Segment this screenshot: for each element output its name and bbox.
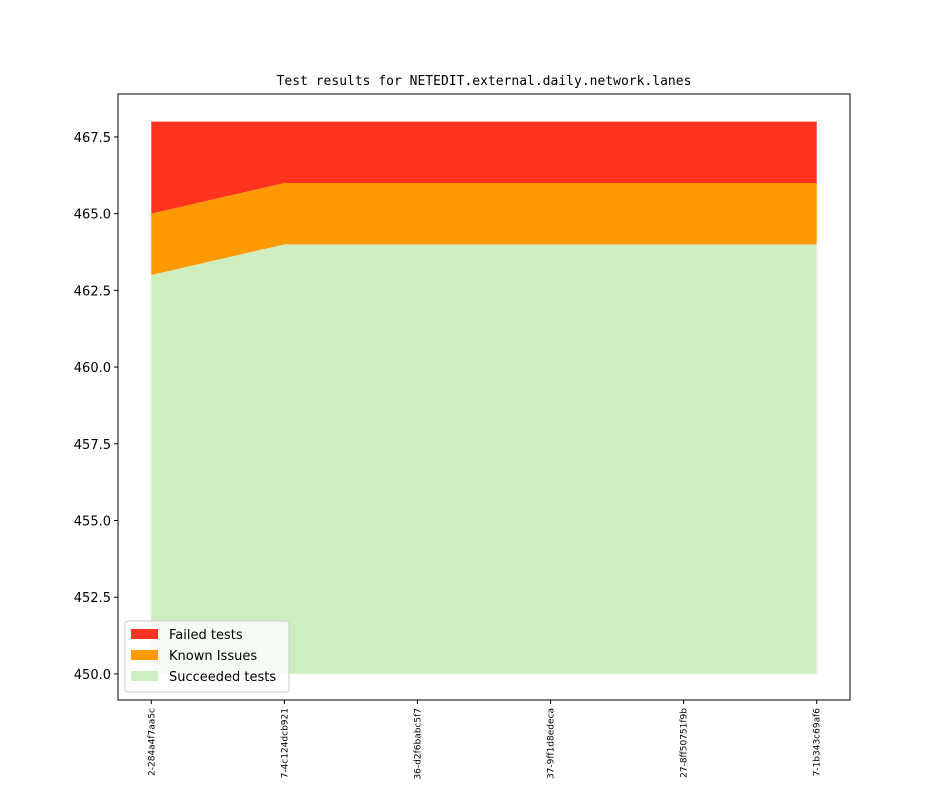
y-tick-label: 467.5 <box>74 131 111 146</box>
x-tick-label: 7-4c124dcb921 <box>280 708 290 778</box>
y-tick-label: 460.0 <box>74 361 111 376</box>
x-tick-label: 2-284a4f7aa5c <box>147 708 157 776</box>
y-tick-label: 450.0 <box>74 668 111 683</box>
legend-box <box>124 620 290 693</box>
plot-frame <box>117 93 851 701</box>
legend: Failed tests Known Issues Succeeded tests <box>124 620 290 693</box>
x-tick-label: 37-9ff1d8edeca <box>547 708 557 779</box>
area <box>151 121 817 214</box>
legend-label: Known Issues <box>169 649 257 664</box>
legend-label: Succeeded tests <box>169 670 276 685</box>
y-tick-label: 457.5 <box>74 438 111 453</box>
legend-label: Failed tests <box>169 628 243 643</box>
area <box>151 244 817 674</box>
area <box>151 182 817 276</box>
x-tick-label: 7-1b343c69af6 <box>813 708 823 777</box>
y-tick-label: 455.0 <box>74 515 111 530</box>
legend-swatch <box>131 671 158 681</box>
y-tick-label: 452.5 <box>74 591 111 606</box>
x-tick-label: 36-d2f6babc5f7 <box>413 708 423 780</box>
x-tick-label: 27-8ff50751f9b <box>680 708 690 778</box>
legend-swatch <box>131 650 158 660</box>
y-tick-label: 465.0 <box>74 208 111 223</box>
legend-swatch <box>131 629 158 639</box>
y-tick-label: 462.5 <box>74 284 111 299</box>
chart-title: Test results for NETEDIT.external.daily.… <box>277 74 692 89</box>
